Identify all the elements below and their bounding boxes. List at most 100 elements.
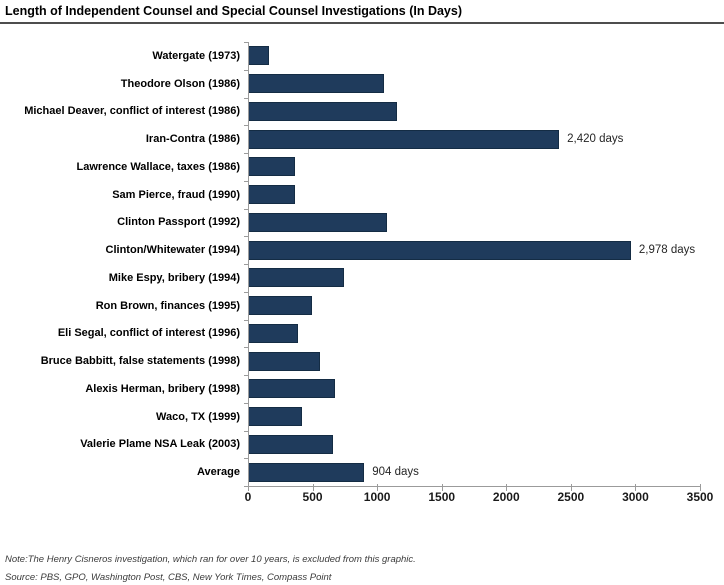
bar <box>248 462 365 482</box>
bar-track <box>248 42 698 70</box>
bar-row: Lawrence Wallace, taxes (1986) <box>0 153 724 181</box>
bar <box>248 157 295 177</box>
bar <box>248 434 333 454</box>
y-axis-tick <box>244 69 248 71</box>
bar-row: Iran-Contra (1986) 2,420 days <box>0 125 724 153</box>
bar-value-label: 2,978 days <box>638 244 696 257</box>
y-axis-tick <box>244 430 248 432</box>
x-axis-tick-label: 3000 <box>622 490 649 504</box>
category-label: Theodore Olson (1986) <box>120 77 240 90</box>
bar-row: Michael Deaver, conflict of interest (19… <box>0 98 724 126</box>
bar-row: Sam Pierce, fraud (1990) <box>0 181 724 209</box>
category-label: Bruce Babbitt, false statements (1998) <box>40 355 240 368</box>
x-axis-tick <box>570 484 572 491</box>
bar <box>248 379 335 399</box>
bar-track: 904 days <box>248 458 698 486</box>
bar-row: Waco, TX (1999) <box>0 403 724 431</box>
y-axis-tick <box>244 486 248 487</box>
chart-source: Source: PBS, GPO, Washington Post, CBS, … <box>5 572 332 583</box>
bar-row: Clinton/Whitewater (1994) 2,978 days <box>0 236 724 264</box>
x-axis-tick <box>377 484 379 491</box>
category-label: Average <box>196 466 240 479</box>
x-axis-tick-labels: 0 500 1000 1500 2000 2500 3000 3500 <box>244 490 714 505</box>
bar-value-label: 904 days <box>372 466 419 479</box>
y-axis-line <box>248 42 249 486</box>
x-axis-tick-label: 2000 <box>492 490 520 504</box>
category-label: Mike Espy, bribery (1994) <box>108 271 240 284</box>
bar-row: Valerie Plame NSA Leak (2003) <box>0 431 724 459</box>
x-axis-tick <box>248 484 249 491</box>
x-axis-tick <box>506 484 508 491</box>
bar-track <box>248 375 698 403</box>
bar <box>248 46 269 66</box>
x-axis-tick-label: 1000 <box>363 490 391 504</box>
bar-value-label: 2,420 days <box>567 133 624 146</box>
category-label: Sam Pierce, fraud (1990) <box>112 188 240 201</box>
bar <box>248 240 631 260</box>
y-axis-tick <box>244 153 248 154</box>
bar-track <box>248 292 698 320</box>
x-axis-tick-label: 2500 <box>557 490 585 504</box>
y-axis-tick <box>244 42 248 43</box>
category-label: Clinton/Whitewater (1994) <box>105 244 240 257</box>
chart-title: Length of Independent Counsel and Specia… <box>0 0 724 24</box>
bar <box>248 185 295 205</box>
bar-row: Clinton Passport (1992) <box>0 209 724 237</box>
bar-track <box>248 209 698 237</box>
bar-track <box>248 403 698 431</box>
bar-row: Mike Espy, bribery (1994) <box>0 264 724 292</box>
y-axis-tick <box>244 97 248 99</box>
chart-note: Note:The Henry Cisneros investigation, w… <box>5 554 416 565</box>
y-axis-tick <box>244 125 248 127</box>
y-axis-tick <box>244 264 248 265</box>
category-label: Clinton Passport (1992) <box>117 216 240 229</box>
bar <box>248 101 398 121</box>
bar-rows: Watergate (1973) Theodore Olson (1986) Mic… <box>0 42 724 486</box>
bar <box>248 323 299 343</box>
x-axis-tick <box>635 484 637 491</box>
x-axis-tick <box>700 484 701 491</box>
bar <box>248 407 302 427</box>
y-axis-tick <box>244 208 248 210</box>
bar-row: Average 904 days <box>0 458 724 486</box>
bar-track <box>248 264 698 292</box>
bar-track <box>248 431 698 459</box>
x-axis-tick-label: 500 <box>302 490 323 504</box>
bar-track <box>248 347 698 375</box>
category-label: Ron Brown, finances (1995) <box>95 299 240 312</box>
y-axis-tick <box>244 375 248 376</box>
bar-row: Eli Segal, conflict of interest (1996) <box>0 320 724 348</box>
bar-row: Alexis Herman, bribery (1998) <box>0 375 724 403</box>
bar <box>248 268 345 288</box>
x-axis-line <box>248 484 701 491</box>
bar-track: 2,978 days <box>248 236 698 264</box>
y-axis-tick <box>244 347 248 349</box>
bar-track <box>248 98 698 126</box>
category-label: Waco, TX (1999) <box>156 410 240 423</box>
bar <box>248 74 385 94</box>
category-label: Valerie Plame NSA Leak (2003) <box>80 438 240 451</box>
category-label: Iran-Contra (1986) <box>145 133 240 146</box>
y-axis-tick <box>244 236 248 238</box>
bar-row: Bruce Babbitt, false statements (1998) <box>0 347 724 375</box>
x-axis-tick-label: 0 <box>244 490 252 504</box>
bar-track: 2,420 days <box>248 125 698 153</box>
bar-track <box>248 153 698 181</box>
category-label: Eli Segal, conflict of interest (1996) <box>57 327 240 340</box>
bar-chart: Watergate (1973) Theodore Olson (1986) Mic… <box>0 42 724 505</box>
bar <box>248 296 312 316</box>
category-label: Michael Deaver, conflict of interest (19… <box>24 105 240 118</box>
y-axis-tick <box>244 291 248 293</box>
y-axis-tick <box>244 402 248 404</box>
x-axis-tick-label: 3500 <box>686 490 714 504</box>
y-axis-tick <box>244 319 248 321</box>
y-axis-tick <box>244 180 248 182</box>
bar-row: Ron Brown, finances (1995) <box>0 292 724 320</box>
x-axis-tick <box>312 484 314 491</box>
bar <box>248 212 387 232</box>
bar <box>248 129 560 149</box>
x-axis-tick <box>441 484 443 491</box>
bar <box>248 351 320 371</box>
category-label: Lawrence Wallace, taxes (1986) <box>76 160 240 173</box>
